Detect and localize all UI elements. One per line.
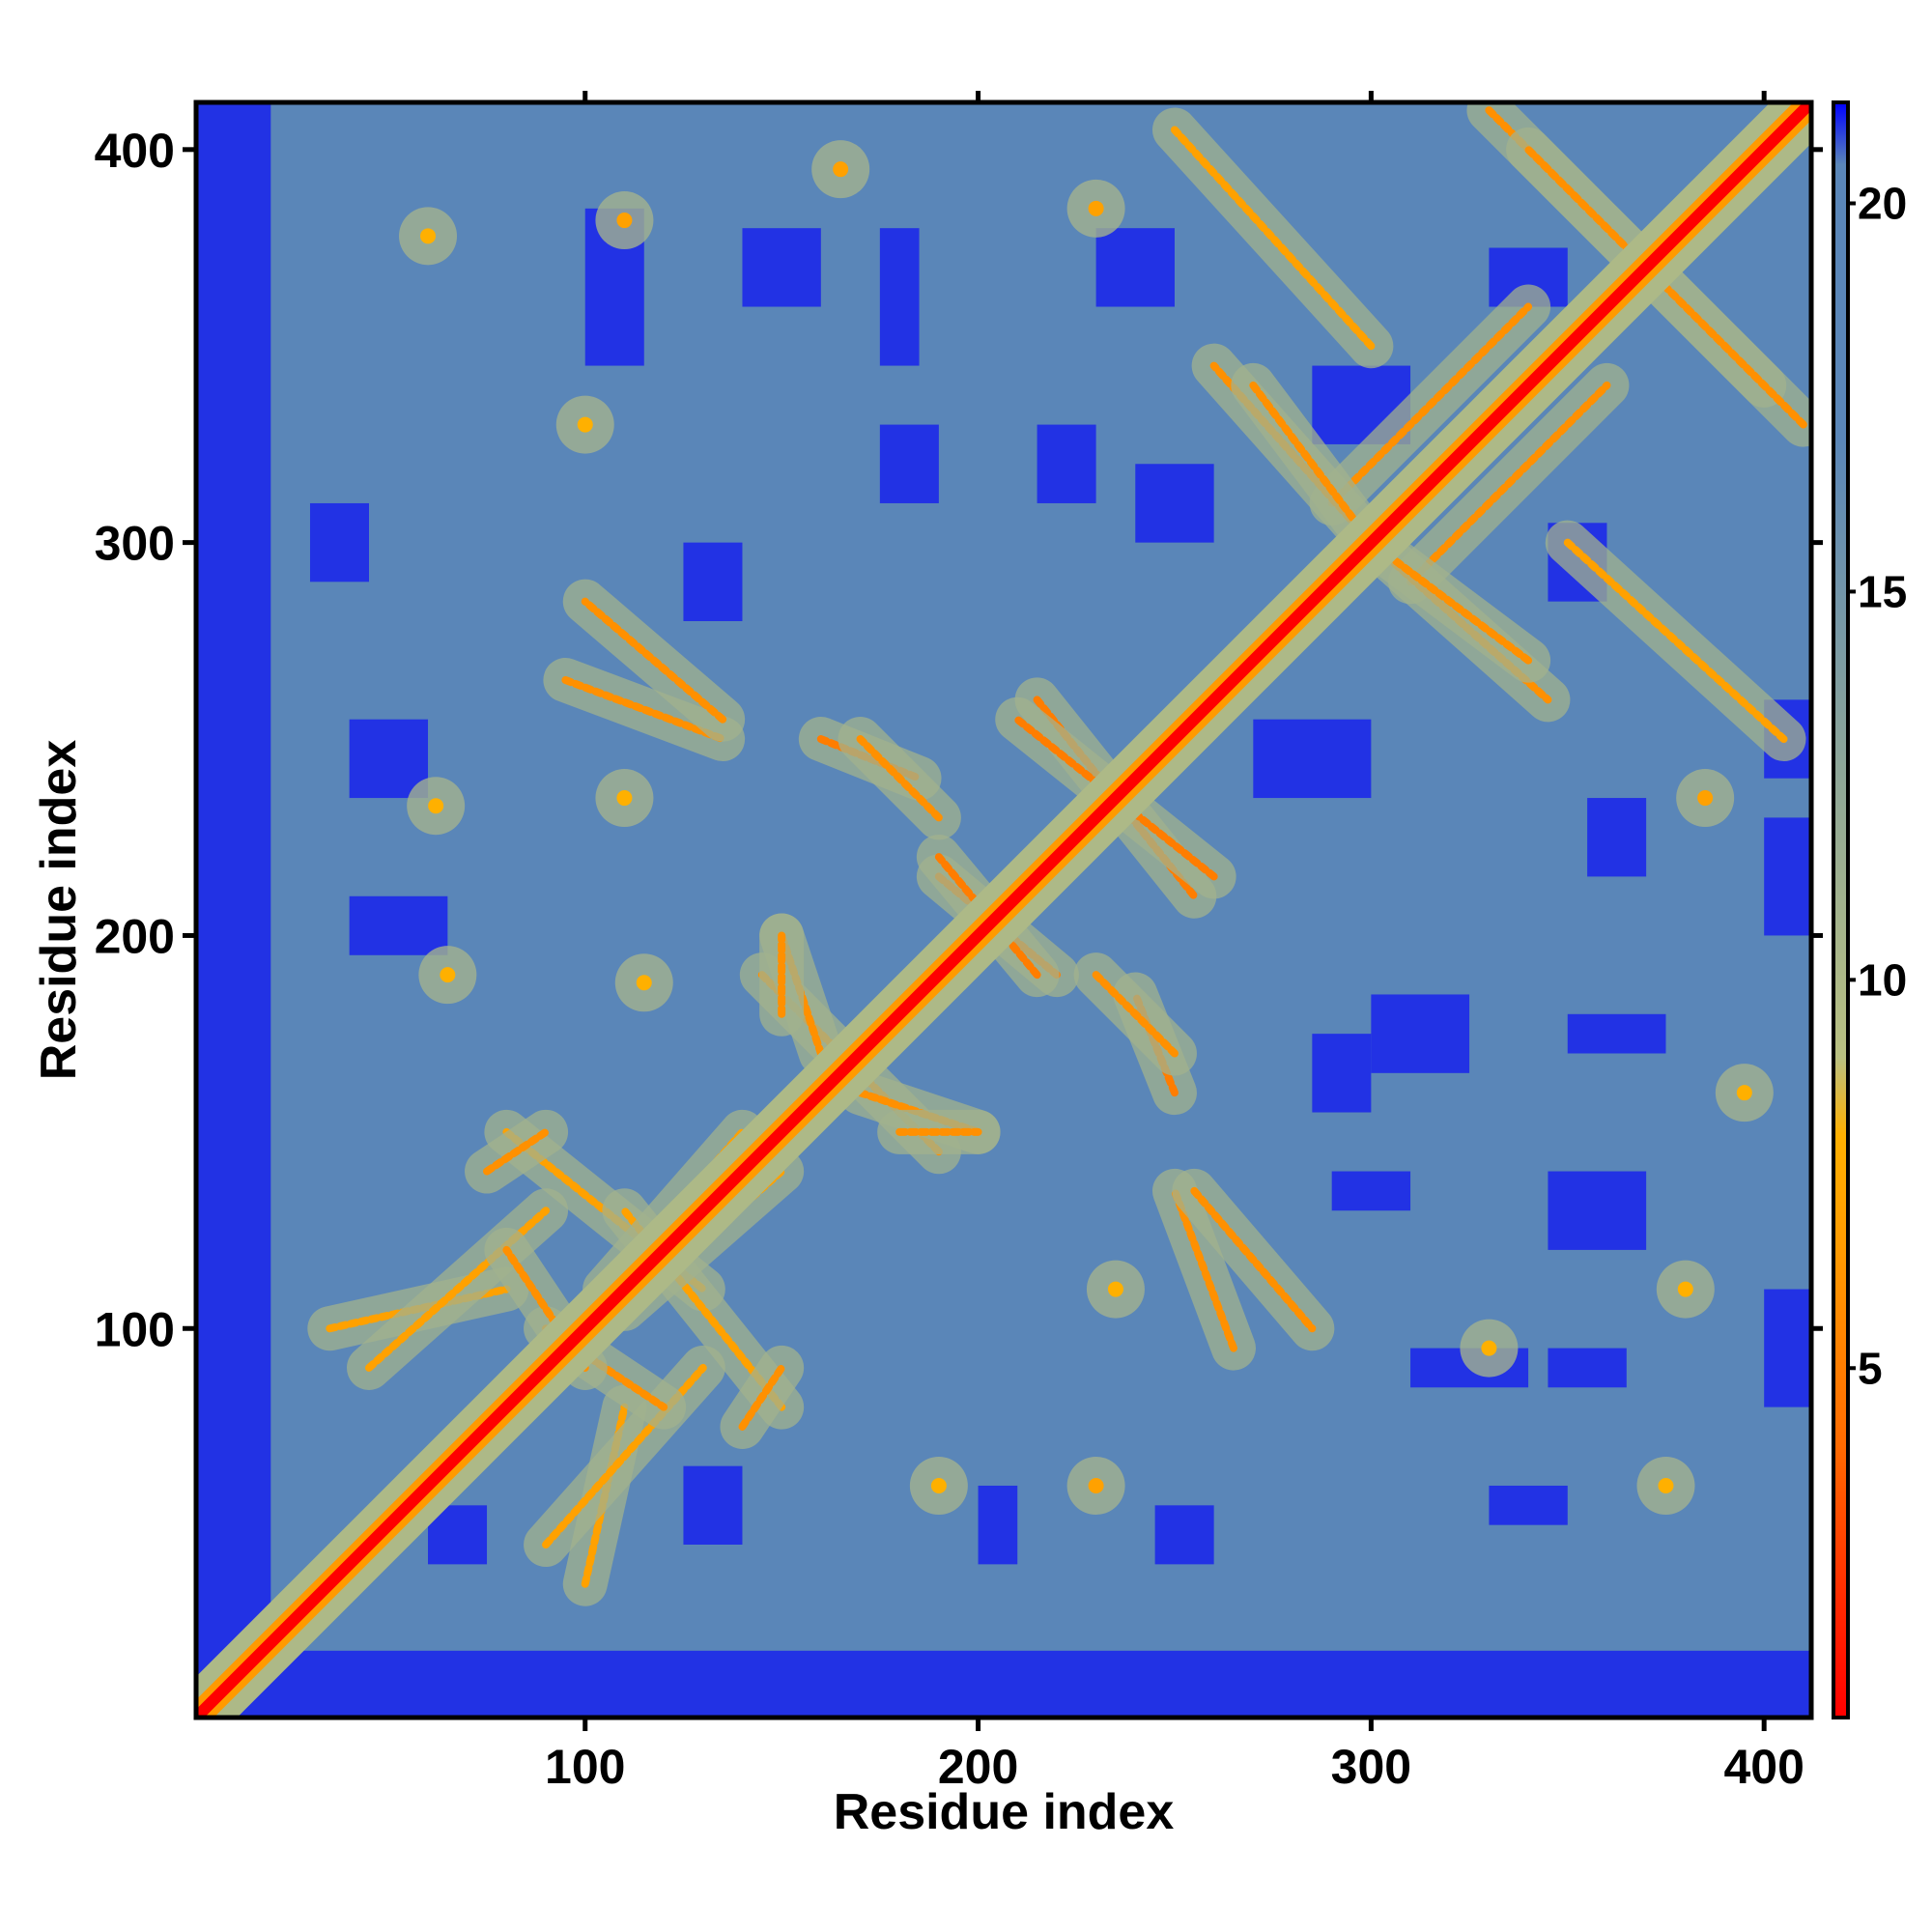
contact-hotspot — [1697, 790, 1714, 807]
far-region-cell — [1764, 817, 1811, 936]
y-tick-label: 100 — [95, 1302, 175, 1356]
far-region-cell — [742, 228, 821, 307]
contact-hotspot — [420, 228, 437, 244]
contact-hotspot — [1736, 1085, 1752, 1101]
contact-hotspot — [1088, 200, 1104, 216]
diagonal-line — [196, 102, 1811, 1718]
colorbar-ticks: 5 10 15 20 — [1848, 179, 1907, 1393]
far-region-cell — [683, 1465, 743, 1546]
y-axis: 100 200 300 400 — [95, 124, 1823, 1356]
far-region-cell — [1312, 1034, 1372, 1113]
x-tick-label: 200 — [938, 1740, 1018, 1794]
contact-hotspot — [577, 416, 593, 433]
y-tick-label: 400 — [95, 124, 175, 178]
far-region-cell — [978, 1485, 1018, 1565]
contact-band — [1406, 381, 1611, 586]
far-region-cell — [1253, 719, 1372, 799]
contact-hotspot — [1088, 1477, 1104, 1493]
x-axis-title: Residue index — [834, 1784, 1175, 1840]
contact-hotspot — [1107, 1281, 1123, 1297]
contact-hotspot — [1677, 1281, 1693, 1297]
x-axis: 100 200 300 400 — [545, 91, 1804, 1794]
far-region-cell — [879, 424, 939, 503]
x-tick-label: 400 — [1723, 1740, 1804, 1794]
x-tick-label: 300 — [1331, 1740, 1411, 1794]
far-region-cell — [1154, 1505, 1214, 1565]
far-region-cell — [1331, 1171, 1411, 1211]
plot-frame — [193, 99, 1814, 1720]
far-region-cell — [349, 895, 448, 955]
contact-band — [561, 676, 727, 744]
colorbar-gradient — [1833, 102, 1848, 1718]
contact-hotspot — [930, 1477, 947, 1493]
contact-band — [1367, 538, 1533, 665]
far-region-cell — [196, 1650, 1811, 1718]
far-region-cell — [1371, 994, 1470, 1073]
far-region-cell — [1095, 228, 1175, 307]
contact-band — [1249, 381, 1376, 547]
contact-band — [1170, 126, 1376, 351]
far-region-cell — [196, 102, 271, 1718]
y-tick-label: 300 — [95, 517, 175, 571]
colorbar: 5 10 15 20 — [1832, 100, 1907, 1719]
contact-band — [483, 1127, 551, 1176]
contact-hotspot — [428, 798, 444, 814]
contact-band — [856, 735, 943, 822]
far-region-cell — [349, 719, 429, 799]
far-region-cell — [1037, 424, 1096, 503]
far-region-cell — [1548, 1348, 1627, 1388]
contact-band — [581, 597, 727, 724]
contact-hotspot — [616, 213, 633, 229]
contact-hotspot — [833, 161, 849, 178]
contact-band — [1190, 1186, 1317, 1333]
far-region-cell — [309, 502, 369, 582]
y-axis-title: Residue index — [31, 740, 87, 1081]
heatmap-plot-area — [193, 99, 1814, 1720]
contact-band — [1092, 971, 1179, 1058]
heatmap-cells — [196, 102, 1811, 1718]
colorbar-tick-label: 20 — [1858, 179, 1907, 229]
far-region-cell — [879, 228, 920, 366]
contact-band — [1170, 1186, 1237, 1352]
colorbar-frame — [1832, 100, 1850, 1719]
y-tick-label: 200 — [95, 909, 175, 963]
far-region-cell — [1135, 464, 1214, 543]
far-region-cell — [1764, 1289, 1811, 1407]
contact-band — [738, 1363, 786, 1431]
contact-band — [1327, 302, 1533, 507]
contact-band — [1563, 538, 1788, 744]
far-region-cell — [1489, 1485, 1568, 1525]
colorbar-tick-label: 5 — [1858, 1343, 1883, 1393]
colorbar-tick-label: 15 — [1858, 566, 1907, 616]
contact-hotspot — [440, 967, 456, 983]
far-region-cell — [1587, 798, 1647, 877]
contact-hotspot — [1658, 1477, 1674, 1493]
far-region-cell — [1567, 1013, 1666, 1054]
colorbar-tick-label: 10 — [1858, 954, 1907, 1005]
far-region-cell — [1548, 1171, 1647, 1250]
contact-hotspot — [616, 790, 633, 807]
far-region-cell — [683, 542, 743, 621]
x-tick-label: 100 — [545, 1740, 625, 1794]
contact-hotspot — [1481, 1340, 1497, 1356]
contact-hotspot — [636, 975, 652, 991]
